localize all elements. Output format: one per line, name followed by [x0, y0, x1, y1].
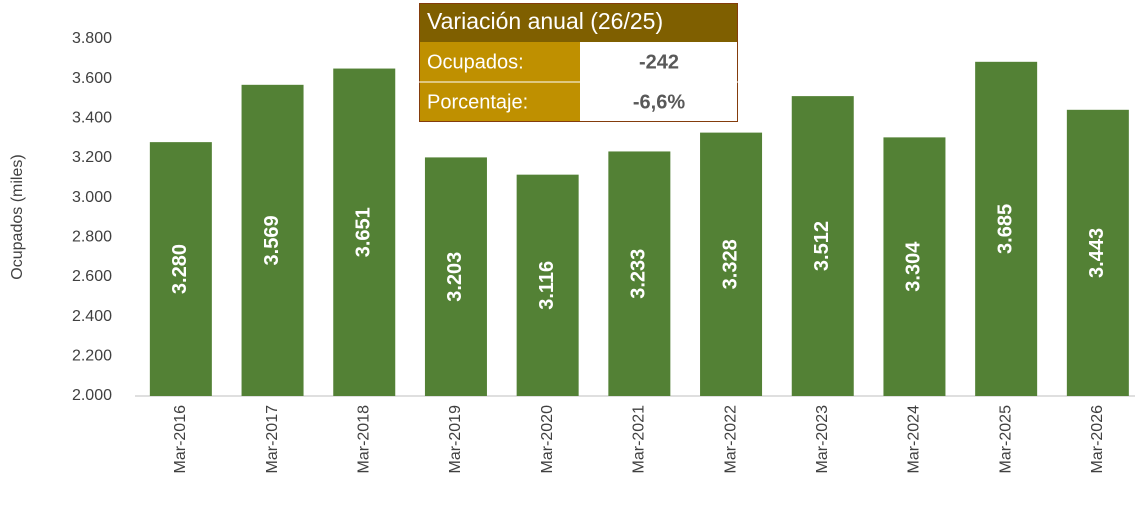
data-label: 3.233 — [628, 249, 650, 299]
bar — [791, 96, 854, 397]
data-label: 3.203 — [444, 252, 466, 302]
y-tick-label: 3.400 — [72, 110, 112, 127]
data-label: 3.328 — [719, 239, 741, 289]
x-tick-label: Mar-2024 — [906, 405, 923, 474]
x-tick-label: Mar-2016 — [172, 405, 189, 474]
data-label: 3.569 — [261, 215, 283, 265]
bar — [608, 151, 671, 396]
annotation-value: -242 — [639, 51, 679, 73]
y-tick-label: 3.000 — [72, 189, 112, 206]
x-tick-label: Mar-2019 — [447, 405, 464, 474]
x-tick-label: Mar-2017 — [264, 405, 281, 474]
bar — [975, 61, 1038, 396]
y-axis-label: Ocupados (miles) — [9, 154, 26, 279]
x-tick-label: Mar-2021 — [631, 405, 648, 474]
data-label: 3.651 — [353, 207, 375, 257]
y-tick-label: 2.200 — [72, 348, 112, 365]
annotation-cell — [419, 82, 580, 122]
annotation-label: Porcentaje: — [427, 91, 528, 113]
annotation-border — [419, 3, 738, 122]
x-tick-label: Mar-2025 — [997, 405, 1014, 474]
annotation-label: Ocupados: — [427, 51, 524, 73]
annotation-cell — [419, 42, 580, 82]
bar — [516, 174, 579, 396]
annotation-box: Variación anual (26/25) Ocupados: -242 P… — [419, 3, 738, 122]
annotation-value: -6,6% — [633, 91, 685, 113]
x-tick-label: Mar-2026 — [1089, 405, 1106, 474]
annotation-title: Variación anual (26/25) — [427, 8, 663, 34]
bar — [883, 137, 946, 396]
bar — [424, 157, 487, 396]
data-label: 3.116 — [536, 261, 558, 310]
bar — [149, 142, 212, 396]
bar — [1066, 109, 1129, 397]
y-tick-label: 3.600 — [72, 70, 112, 87]
y-tick-label: 2.000 — [72, 387, 112, 404]
y-tick-label: 2.600 — [72, 268, 112, 285]
data-label: 3.280 — [169, 244, 191, 294]
data-label: 3.685 — [994, 204, 1016, 254]
x-tick-label: Mar-2018 — [355, 405, 372, 474]
y-tick-label: 3.200 — [72, 149, 112, 166]
x-tick-label: Mar-2023 — [814, 405, 831, 474]
annotation-header — [419, 3, 738, 42]
y-tick-label: 2.800 — [72, 229, 112, 246]
bar — [700, 132, 763, 396]
bar — [333, 68, 396, 396]
bar — [241, 84, 304, 396]
data-label: 3.512 — [811, 221, 833, 271]
x-tick-label: Mar-2020 — [539, 405, 556, 474]
y-tick-label: 3.800 — [72, 30, 112, 47]
data-label: 3.304 — [903, 241, 925, 292]
data-label: 3.443 — [1086, 228, 1108, 278]
y-tick-label: 2.400 — [72, 308, 112, 325]
x-tick-label: Mar-2022 — [722, 405, 739, 474]
